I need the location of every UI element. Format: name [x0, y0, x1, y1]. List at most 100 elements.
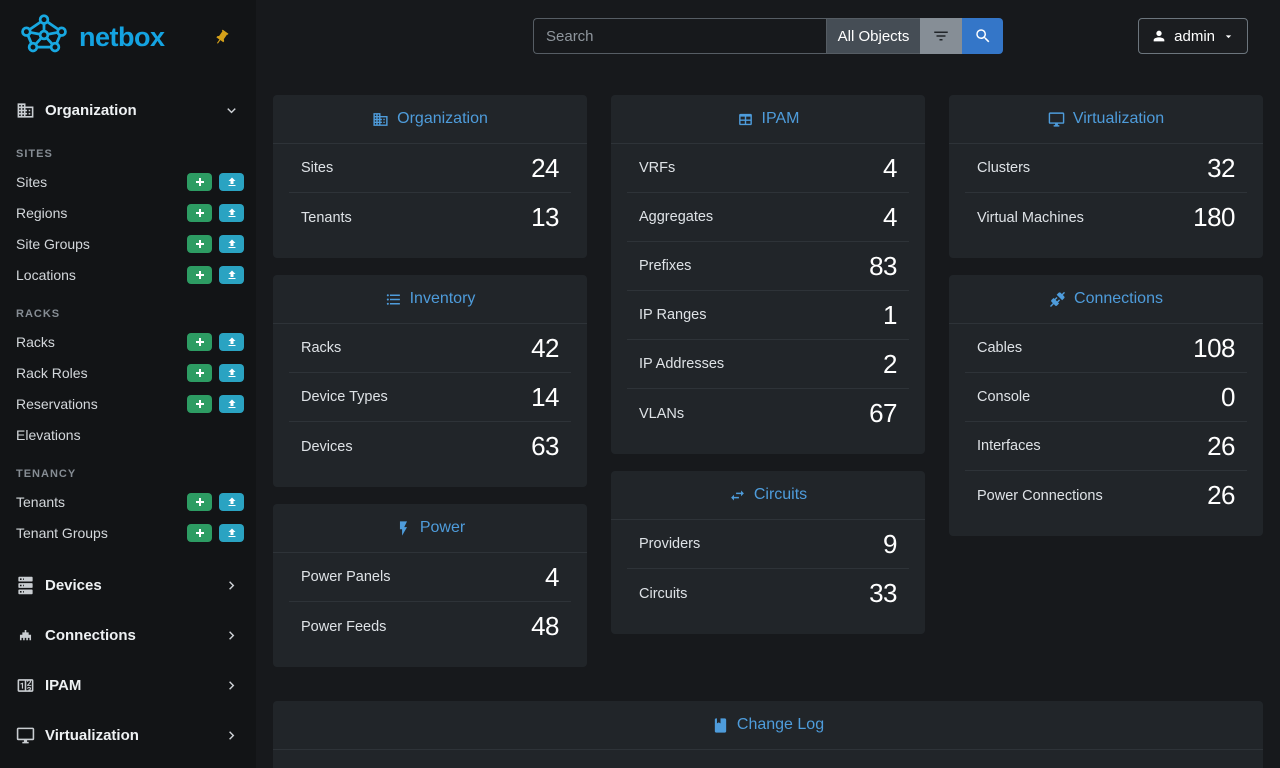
changelog-icon — [712, 717, 729, 734]
stat-row: Sites 24 — [289, 144, 571, 193]
stat-link-devices[interactable]: Devices — [301, 438, 353, 455]
sidebar-group-header-connections[interactable]: Connections — [0, 616, 256, 655]
sidebar-link-rack-roles[interactable]: Rack Roles — [16, 364, 88, 381]
stat-row: Interfaces 26 — [965, 422, 1247, 471]
sidebar-link-elevations[interactable]: Elevations — [16, 426, 81, 443]
stat-link-aggregates[interactable]: Aggregates — [639, 209, 714, 225]
import-button[interactable] — [219, 332, 244, 351]
netbox-logo-icon[interactable] — [16, 13, 72, 62]
sidebar-link-tenant-groups[interactable]: Tenant Groups — [16, 524, 108, 541]
add-button[interactable] — [187, 523, 212, 542]
stat-link-ip-addresses[interactable]: IP Addresses — [639, 356, 725, 372]
stat-value: 2 — [883, 348, 897, 379]
sidebar-group-header-devices[interactable]: Devices — [0, 566, 256, 605]
card-header: Power — [273, 504, 587, 553]
card-connections: Connections Cables 108 Console 0 Interfa… — [949, 275, 1263, 536]
stat-link-clusters[interactable]: Clusters — [977, 160, 1031, 176]
sidebar-group-header-ipam[interactable]: IPAM — [0, 666, 256, 705]
sidebar-link-regions[interactable]: Regions — [16, 204, 68, 221]
stat-link-power-feeds[interactable]: Power Feeds — [301, 618, 387, 635]
sidebar-group-header-organization[interactable]: Organization — [0, 91, 256, 130]
stat-row: Power Connections 26 — [965, 471, 1247, 520]
stat-link-circuits[interactable]: Circuits — [639, 585, 688, 602]
stat-link-providers[interactable]: Providers — [639, 536, 701, 552]
add-button[interactable] — [187, 172, 212, 191]
stat-link-power-connections[interactable]: Power Connections — [977, 487, 1103, 504]
stat-row: Power Feeds 48 — [289, 602, 571, 651]
upload-icon — [226, 336, 238, 348]
stat-link-tenants[interactable]: Tenants — [301, 209, 352, 226]
import-button[interactable] — [219, 523, 244, 542]
sidebar-item-site-groups: Site Groups — [0, 228, 256, 259]
add-button[interactable] — [187, 234, 212, 253]
user-menu-button[interactable]: admin — [1138, 18, 1248, 54]
card-title: Connections — [1074, 290, 1163, 307]
sidebar-link-locations[interactable]: Locations — [16, 266, 76, 283]
add-button[interactable] — [187, 492, 212, 511]
section-title: TENANCY — [16, 468, 77, 480]
add-button[interactable] — [187, 363, 212, 382]
chevron-down-icon — [223, 102, 240, 119]
stat-link-virtual-machines[interactable]: Virtual Machines — [977, 209, 1084, 226]
search-submit-button[interactable] — [962, 18, 1003, 54]
chevron-right-icon — [223, 627, 240, 644]
upload-icon — [226, 238, 238, 250]
search-input[interactable] — [533, 18, 826, 54]
stat-row: Tenants 13 — [289, 193, 571, 242]
stat-link-cables[interactable]: Cables — [977, 340, 1023, 356]
card-title: Power — [419, 519, 466, 536]
search-group: All Objects — [533, 18, 1003, 54]
brand-name[interactable]: netbox — [79, 22, 165, 52]
sidebar-link-tenants[interactable]: Tenants — [16, 493, 66, 510]
stat-link-interfaces[interactable]: Interfaces — [977, 438, 1041, 454]
stat-link-device-types[interactable]: Device Types — [301, 389, 388, 405]
stat-link-ip-ranges[interactable]: IP Ranges — [639, 307, 707, 323]
card-circuits: Circuits Providers 9 Circuits 33 — [611, 471, 925, 634]
group-label: Virtualization — [45, 727, 139, 744]
stat-link-power-panels[interactable]: Power Panels — [301, 569, 391, 585]
upload-icon — [226, 398, 238, 410]
plus-icon — [194, 176, 206, 188]
stat-link-vrfs[interactable]: VRFs — [639, 160, 676, 176]
card-inventory: Inventory Racks 42 Device Types 14 Devic… — [273, 275, 587, 487]
import-button[interactable] — [219, 203, 244, 222]
import-button[interactable] — [219, 172, 244, 191]
stat-link-sites[interactable]: Sites — [301, 160, 334, 176]
upload-icon — [226, 269, 238, 281]
add-button[interactable] — [187, 203, 212, 222]
sidebar-link-sites[interactable]: Sites — [16, 173, 48, 190]
stat-value: 48 — [531, 611, 559, 641]
dashboard-column-2: IPAM VRFs 4 Aggregates 4 Prefixes — [611, 95, 925, 634]
import-button[interactable] — [219, 234, 244, 253]
stat-link-console[interactable]: Console — [977, 389, 1031, 405]
card-title: IPAM — [761, 110, 800, 127]
organization-icon — [16, 101, 35, 120]
stat-link-racks[interactable]: Racks — [301, 340, 342, 356]
stat-value: 33 — [869, 578, 897, 608]
upload-icon — [226, 207, 238, 219]
sidebar-link-reservations[interactable]: Reservations — [16, 395, 98, 412]
card-power: Power Power Panels 4 Power Feeds 48 — [273, 504, 587, 667]
import-button[interactable] — [219, 492, 244, 511]
pin-sidebar-button[interactable] — [213, 29, 230, 46]
sidebar-group-organization: Organization SITES Sites Regions — [0, 91, 256, 548]
sidebar-link-racks[interactable]: Racks — [16, 333, 55, 350]
search-scope-button[interactable]: All Objects — [826, 18, 920, 54]
sidebar-group-header-virtualization[interactable]: Virtualization — [0, 716, 256, 755]
section-title: RACKS — [16, 308, 61, 320]
sidebar-link-site-groups[interactable]: Site Groups — [16, 235, 90, 252]
stat-link-vlans[interactable]: VLANs — [639, 405, 685, 422]
stat-row: Console 0 — [965, 373, 1247, 422]
import-button[interactable] — [219, 265, 244, 284]
circuits-icon — [729, 487, 746, 504]
add-button[interactable] — [187, 332, 212, 351]
chevron-right-icon — [223, 677, 240, 694]
filter-button[interactable] — [920, 18, 962, 54]
import-button[interactable] — [219, 394, 244, 413]
import-button[interactable] — [219, 363, 244, 382]
add-button[interactable] — [187, 265, 212, 284]
card-title: Inventory — [409, 290, 476, 307]
stat-link-prefixes[interactable]: Prefixes — [639, 258, 692, 274]
sidebar-section-tenancy: TENANCY Tenants Tenant Groups — [0, 450, 256, 548]
add-button[interactable] — [187, 394, 212, 413]
